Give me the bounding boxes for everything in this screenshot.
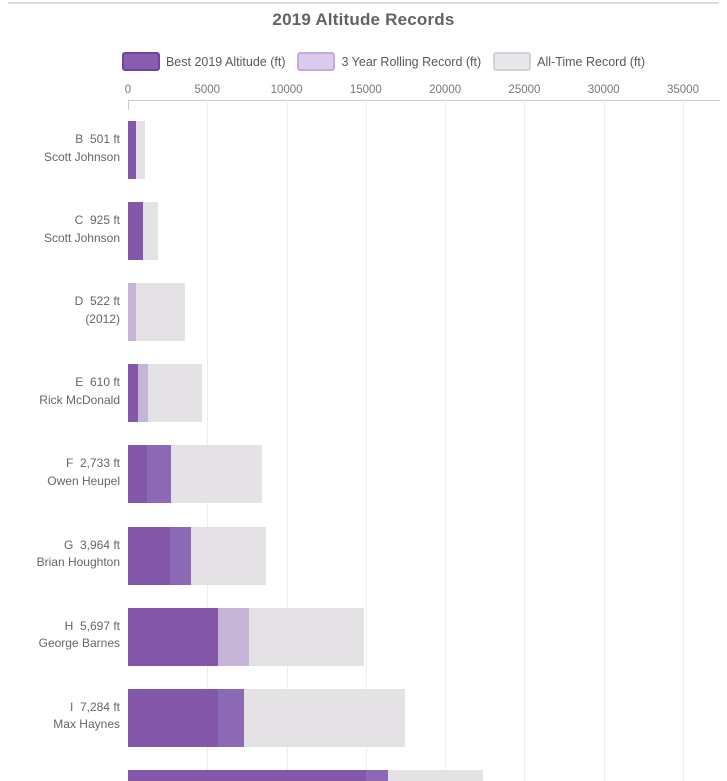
bar-all-time-record-F[interactable] <box>171 445 263 504</box>
gridline <box>683 100 684 781</box>
x-axis-tick-label: 30000 <box>587 84 620 96</box>
legend-label: 3 Year Rolling Record (ft) <box>341 54 482 69</box>
bar-best-2019-F[interactable] <box>128 445 148 504</box>
bar-best-2019-I[interactable] <box>217 688 244 747</box>
gridline <box>445 100 447 781</box>
bar-all-time-record-I[interactable] <box>243 688 405 747</box>
bar-best-2019-H[interactable] <box>128 607 219 666</box>
x-axis-tick-label: 25000 <box>508 84 541 96</box>
row-label-I: I 7,284 ft Max Haynes <box>53 699 120 732</box>
bar-best-2019-partial[interactable] <box>128 769 367 781</box>
gridline <box>524 100 526 781</box>
legend-label: Best 2019 Altitude (ft) <box>165 54 286 69</box>
x-axis-tick-label: 10000 <box>270 84 303 96</box>
top-border-line <box>8 2 719 4</box>
x-axis-tick-label: 35000 <box>667 84 699 96</box>
row-label-G: G 3,964 ft Brian Houghton <box>36 537 120 570</box>
chart-title: 2019 Altitude Records <box>272 10 455 29</box>
bar-all-time-record-E[interactable] <box>148 364 203 423</box>
row-label-H: H 5,697 ft George Barnes <box>38 618 120 651</box>
bar-all-time-record-C[interactable] <box>142 202 159 261</box>
legend-swatch-3-year-rolling-record <box>297 52 336 71</box>
gridline <box>365 100 367 781</box>
bar-best-2019-B[interactable] <box>128 121 136 179</box>
legend-item-best-2019-altitude[interactable]: Best 2019 Altitude (ft) <box>121 52 286 71</box>
bar-best-2019-G[interactable] <box>128 526 170 585</box>
legend-item-all-time-record[interactable]: All-Time Record (ft) <box>493 52 645 71</box>
x-axis-tick-label: 5000 <box>194 84 221 96</box>
legend-item-3-year-rolling-record[interactable]: 3 Year Rolling Record (ft) <box>297 52 481 71</box>
row-label-B: B 501 ft Scott Johnson <box>43 132 120 164</box>
row-label-C: C 925 ft Scott Johnson <box>43 213 120 245</box>
bar-best-2019-partial[interactable] <box>366 769 388 781</box>
x-axis-tick-mark <box>128 100 129 110</box>
bar-best-2019-G[interactable] <box>169 526 191 585</box>
gridline <box>286 100 288 781</box>
bar-all-time-record-B[interactable] <box>135 121 145 179</box>
row-label-E: E 610 ft Rick McDonald <box>39 375 120 407</box>
bar-all-time-record-H[interactable] <box>249 607 365 666</box>
legend: Best 2019 Altitude (ft) 3 Year Rolling Re… <box>0 52 727 71</box>
bar-3yr-rolling-record-D[interactable] <box>128 283 137 342</box>
bar-best-2019-F[interactable] <box>147 445 172 504</box>
row-label-D: D 522 ft (2012) <box>74 294 120 326</box>
gridline <box>207 100 209 781</box>
legend-swatch-best-2019-altitude <box>121 52 160 71</box>
bar-3yr-rolling-record-H[interactable] <box>218 607 250 666</box>
x-axis-tick-label: 15000 <box>349 84 382 96</box>
bar-all-time-record-D[interactable] <box>136 283 185 342</box>
legend-swatch-all-time-record <box>493 52 532 71</box>
bar-all-time-record-G[interactable] <box>190 526 267 585</box>
bar-all-time-record-partial[interactable] <box>387 769 483 781</box>
x-axis-domain-line <box>128 100 720 101</box>
bar-best-2019-C[interactable] <box>128 202 143 261</box>
x-axis-tick-label: 0 <box>124 84 132 96</box>
bar-3yr-rolling-record-E[interactable] <box>137 364 149 423</box>
row-label-F: F 2,733 ft Owen Heupel <box>47 456 120 488</box>
bar-best-2019-I[interactable] <box>128 688 218 747</box>
x-axis-tick-label: 20000 <box>429 84 462 96</box>
bar-best-2019-E[interactable] <box>128 364 138 423</box>
legend-label: All-Time Record (ft) <box>537 54 646 69</box>
gridline <box>603 100 605 781</box>
